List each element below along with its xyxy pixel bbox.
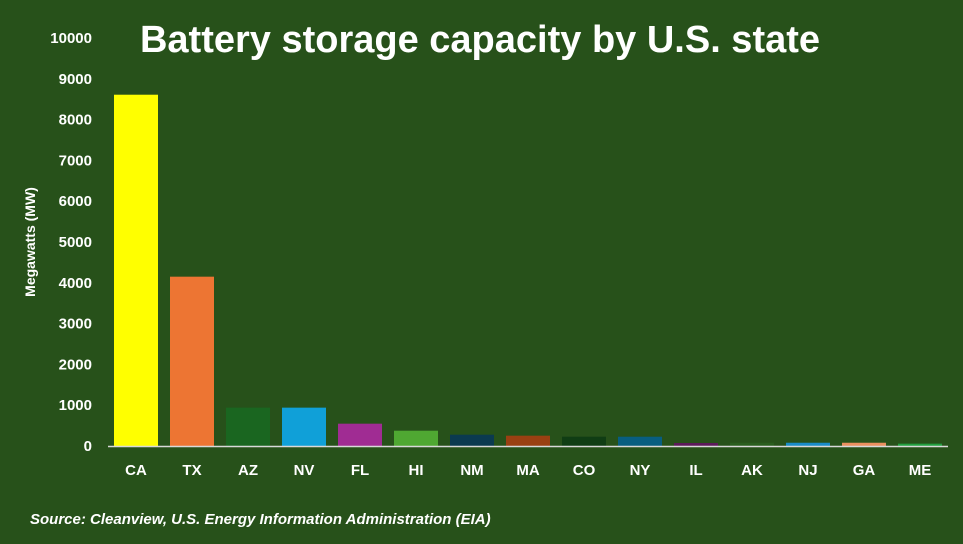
y-tick-label: 5000 <box>59 234 92 251</box>
x-tick-label: NY <box>630 462 651 479</box>
y-tick-label: 8000 <box>59 112 92 129</box>
x-tick-label: CO <box>573 462 596 479</box>
y-tick-label: 9000 <box>59 71 92 88</box>
bar-il <box>674 442 718 446</box>
bar-fl <box>338 423 382 446</box>
x-tick-label: TX <box>182 462 201 479</box>
y-tick-label: 6000 <box>59 193 92 210</box>
x-tick-label: IL <box>689 462 702 479</box>
bar-nm <box>450 434 494 446</box>
x-tick-label: AZ <box>238 462 258 479</box>
y-tick-label: 1000 <box>59 397 92 414</box>
bar-ga <box>842 442 886 446</box>
y-tick-label: 4000 <box>59 275 92 292</box>
x-tick-label: FL <box>351 462 369 479</box>
bar-nv <box>282 407 326 446</box>
x-tick-label: NV <box>294 462 315 479</box>
bar-ny <box>618 436 662 446</box>
source-note: Source: Cleanview, U.S. Energy Informati… <box>30 511 491 528</box>
bar-co <box>562 436 606 446</box>
x-tick-label: ME <box>909 462 932 479</box>
bar-ca <box>114 94 158 446</box>
bar-me <box>898 443 942 446</box>
bar-ma <box>506 435 550 446</box>
chart-title: Battery storage capacity by U.S. state <box>140 19 820 61</box>
x-tick-label: GA <box>853 462 876 479</box>
bar-tx <box>170 276 214 446</box>
bar-az <box>226 407 270 446</box>
x-tick-label: AK <box>741 462 763 479</box>
y-tick-label: 2000 <box>59 356 92 373</box>
y-axis-label: Megawatts (MW) <box>22 187 38 297</box>
x-tick-label: CA <box>125 462 147 479</box>
x-tick-label: NJ <box>798 462 817 479</box>
y-tick-label: 7000 <box>59 152 92 169</box>
x-tick-label: MA <box>516 462 539 479</box>
y-tick-label: 10000 <box>50 30 92 47</box>
bar-nj <box>786 442 830 446</box>
bar-hi <box>394 430 438 446</box>
y-tick-label: 3000 <box>59 316 92 333</box>
bar-ak <box>730 442 774 446</box>
x-tick-label: NM <box>460 462 483 479</box>
y-tick-label: 0 <box>84 438 92 455</box>
x-tick-label: HI <box>409 462 424 479</box>
